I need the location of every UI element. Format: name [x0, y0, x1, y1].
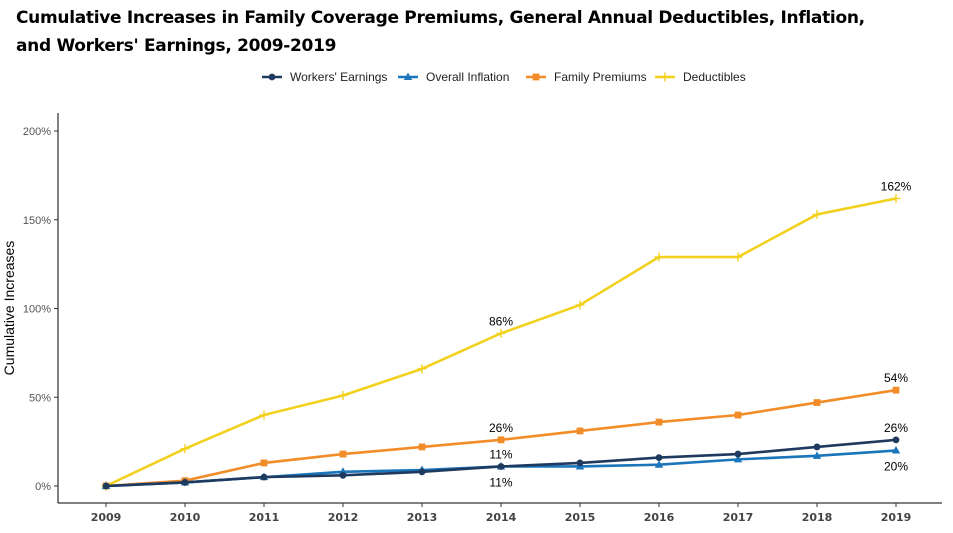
legend-label: Deductibles [683, 70, 746, 84]
x-tick-label: 2011 [249, 511, 280, 524]
data-label: 162% [881, 179, 912, 193]
y-tick-label: 200% [23, 126, 51, 138]
legend-marker [268, 73, 276, 81]
y-tick-label: 100% [23, 304, 51, 316]
data-label: 11% [489, 447, 512, 461]
data-labels: 86% 26% 11% 11% 162% 54% 26% 20% [489, 179, 912, 489]
legend-label: Overall Inflation [426, 70, 509, 84]
data-point [655, 418, 663, 426]
data-point [497, 436, 505, 444]
data-label: 54% [884, 371, 908, 385]
data-point [734, 411, 742, 419]
data-point [812, 451, 822, 459]
y-axis-label: Cumulative Increases [1, 241, 17, 376]
data-point [260, 473, 268, 481]
data-label: 20% [884, 460, 908, 474]
x-tick-label: 2015 [565, 511, 596, 524]
chart-title: Cumulative Increases in Family Coverage … [16, 4, 916, 60]
data-point [576, 459, 584, 467]
legend-marker [403, 72, 413, 80]
legend-item: Workers' Earnings [262, 70, 387, 84]
legend-item: Deductibles [655, 70, 746, 84]
chart-title-line1: Cumulative Increases in Family Coverage … [16, 8, 865, 28]
chart-title-line2: and Workers' Earnings, 2009-2019 [16, 36, 337, 56]
data-point [734, 450, 742, 458]
x-tick-label: 2016 [644, 511, 675, 524]
data-point [497, 463, 505, 470]
legend-label: Family Premiums [554, 70, 647, 84]
data-point [813, 399, 821, 406]
data-point [181, 479, 189, 486]
data-point [418, 468, 426, 476]
series-family-premiums [102, 386, 900, 490]
data-point [418, 443, 426, 451]
data-label: 11% [489, 475, 512, 489]
data-point [892, 386, 900, 394]
legend-item: Overall Inflation [398, 70, 509, 84]
x-tick-label: 2012 [328, 511, 359, 524]
series-deductibles [101, 193, 901, 491]
x-tick-label: 2018 [802, 511, 833, 524]
data-point [891, 446, 901, 454]
legend-marker [532, 73, 540, 81]
x-tick-label: 2019 [881, 511, 912, 524]
data-point [654, 460, 664, 468]
y-tick-label: 50% [29, 392, 51, 404]
data-point [102, 482, 110, 490]
x-tick-label: 2009 [91, 511, 122, 524]
series-lines [101, 193, 901, 491]
axes: 0% 50% 100% 150% 200% 2009 2010 2011 2012 2013 201… [23, 113, 942, 524]
legend-label: Workers' Earnings [290, 70, 387, 84]
data-point [339, 471, 347, 479]
data-point [339, 450, 347, 458]
legend: Workers' Earnings Overall Inflation Family… [262, 70, 746, 84]
data-label: 26% [884, 421, 908, 435]
legend-item: Family Premiums [526, 70, 647, 84]
data-point [813, 443, 821, 451]
data-point [892, 436, 900, 444]
data-label: 86% [489, 314, 513, 328]
y-tick-label: 150% [23, 215, 51, 227]
data-point [576, 427, 584, 435]
y-tick-label: 0% [35, 481, 51, 493]
x-tick-label: 2013 [407, 511, 438, 524]
data-point [655, 454, 663, 461]
x-tick-label: 2017 [723, 511, 754, 524]
data-point [260, 459, 268, 467]
x-tick-label: 2010 [170, 511, 201, 524]
data-point [733, 454, 743, 463]
data-label: 26% [489, 421, 513, 435]
series-workers-earnings [102, 436, 900, 490]
x-tick-label: 2014 [486, 511, 517, 524]
